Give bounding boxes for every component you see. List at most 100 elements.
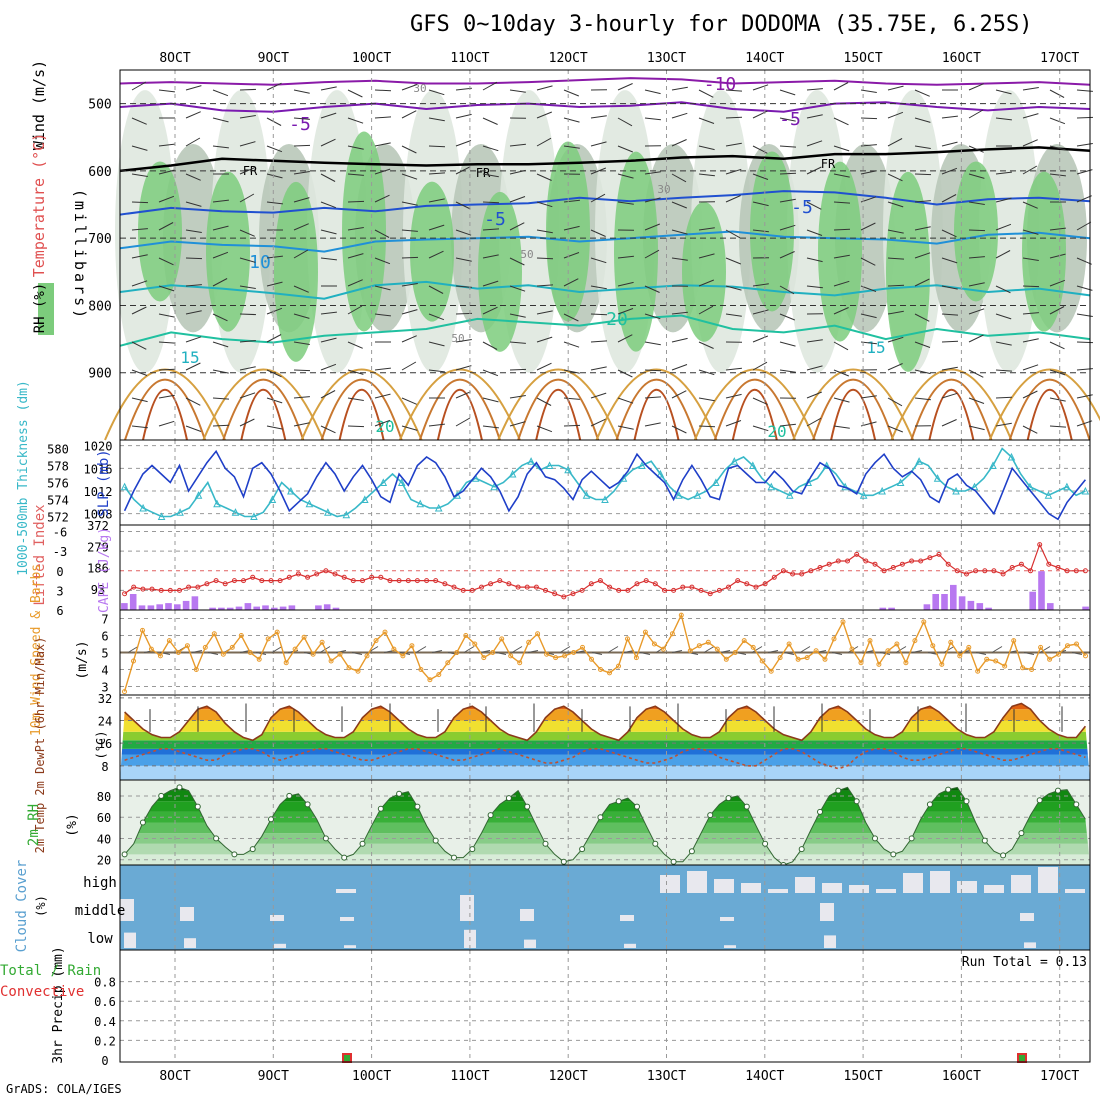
wind-barb bbox=[536, 336, 553, 343]
wind-barb bbox=[320, 337, 337, 343]
wind-barb bbox=[644, 249, 660, 259]
slp-tick-label: 1008 bbox=[84, 508, 113, 522]
wind-barb bbox=[347, 397, 364, 401]
rh-point bbox=[396, 790, 403, 797]
wind-barb bbox=[887, 425, 903, 433]
wind-barb bbox=[879, 652, 891, 655]
li-point bbox=[835, 558, 841, 564]
li-point bbox=[726, 584, 731, 590]
wind-barb bbox=[563, 225, 580, 231]
wind-barb bbox=[185, 137, 201, 147]
wind-barb bbox=[833, 254, 850, 259]
temp-axis-unit: (°C) bbox=[94, 731, 108, 760]
wind-barb bbox=[995, 285, 1011, 294]
cloud-bar-middle bbox=[1020, 913, 1034, 921]
li-point bbox=[561, 594, 567, 600]
wind-barb bbox=[860, 257, 876, 266]
wind-barb bbox=[158, 368, 176, 371]
contour-label: 20 bbox=[767, 422, 786, 441]
cloud-level-label: low bbox=[87, 931, 113, 947]
wind-barb bbox=[703, 646, 715, 653]
wind-barb bbox=[563, 278, 579, 287]
wind-barb bbox=[239, 366, 256, 371]
low-temp-contour bbox=[240, 389, 287, 441]
wind-barb bbox=[968, 425, 985, 431]
wind-barb bbox=[783, 652, 795, 655]
precip-tick-label: 0.4 bbox=[94, 1015, 116, 1029]
li-point bbox=[286, 574, 292, 580]
wind-barb bbox=[158, 341, 176, 344]
wind-barb bbox=[266, 281, 283, 287]
rh-point bbox=[652, 840, 659, 847]
wind-barb bbox=[767, 650, 779, 653]
rh-point bbox=[432, 837, 439, 844]
wind-barb bbox=[401, 145, 417, 154]
thickness-marker bbox=[952, 486, 960, 495]
li-point bbox=[753, 584, 759, 590]
thickness-tick-label: 576 bbox=[47, 477, 69, 491]
wind-barb bbox=[428, 423, 445, 427]
wind-barb bbox=[293, 396, 310, 399]
rh-point bbox=[176, 784, 183, 791]
wind-speed-point bbox=[732, 650, 738, 655]
li-point bbox=[460, 587, 466, 593]
contour-label: 20 bbox=[375, 417, 394, 436]
chart-title: GFS 0~10day 3-hourly for DODOMA (35.75E,… bbox=[410, 12, 1033, 37]
wind-barb bbox=[671, 139, 687, 147]
contour-label: 15 bbox=[180, 348, 199, 367]
cloud-bar-high bbox=[930, 871, 950, 893]
wind-barb bbox=[320, 257, 337, 261]
thickness-marker bbox=[139, 503, 147, 512]
wind-barb bbox=[779, 423, 796, 427]
wind-barb bbox=[1076, 341, 1094, 344]
wind-barb bbox=[212, 225, 229, 231]
wind-barb bbox=[644, 89, 661, 95]
wind-speed-point bbox=[750, 644, 756, 650]
li-point bbox=[991, 568, 997, 574]
low-temp-contour bbox=[615, 378, 698, 441]
wind-barb bbox=[536, 173, 552, 181]
rh-point bbox=[451, 854, 457, 861]
wind-barb bbox=[590, 229, 606, 237]
wind-barb bbox=[617, 145, 633, 153]
wind-speed-point bbox=[858, 660, 864, 666]
wind-speed-point bbox=[786, 641, 792, 647]
rh-point bbox=[341, 854, 348, 861]
wind-speed-point bbox=[463, 633, 469, 638]
wind-barb bbox=[644, 341, 661, 346]
wind-barb bbox=[779, 172, 797, 175]
cape-bar bbox=[976, 603, 984, 610]
li-point bbox=[625, 587, 631, 593]
li-point bbox=[964, 571, 969, 577]
li-point bbox=[149, 586, 155, 592]
temp-band bbox=[120, 703, 1090, 710]
rh-shade-green bbox=[138, 161, 182, 302]
li-point bbox=[689, 584, 695, 590]
wind-barb bbox=[831, 652, 843, 655]
wind-barb bbox=[887, 229, 904, 234]
wind-barb bbox=[941, 229, 957, 238]
wind-barb bbox=[968, 397, 985, 404]
low-temp-contour bbox=[988, 368, 1100, 441]
li-point bbox=[945, 561, 951, 567]
wind-barb bbox=[1076, 221, 1092, 231]
wind-barb bbox=[347, 425, 365, 428]
wind-barb bbox=[725, 313, 742, 317]
wind-barb bbox=[968, 109, 984, 119]
li-point bbox=[241, 578, 246, 584]
thickness-marker bbox=[157, 512, 166, 520]
wind-barb bbox=[455, 87, 472, 91]
wind-barb bbox=[671, 257, 688, 261]
cape-bar bbox=[985, 607, 992, 610]
wind-barb bbox=[509, 395, 526, 399]
wind-barb bbox=[590, 115, 607, 119]
cape-bar bbox=[958, 596, 966, 610]
wind-barb bbox=[374, 142, 391, 147]
li-point bbox=[1018, 561, 1024, 567]
low-temp-contour bbox=[320, 378, 403, 441]
rh-tick-label: 40 bbox=[97, 832, 111, 846]
wind-barb bbox=[559, 646, 571, 653]
wind-speed-point bbox=[319, 639, 325, 645]
wind-barb bbox=[347, 117, 364, 124]
